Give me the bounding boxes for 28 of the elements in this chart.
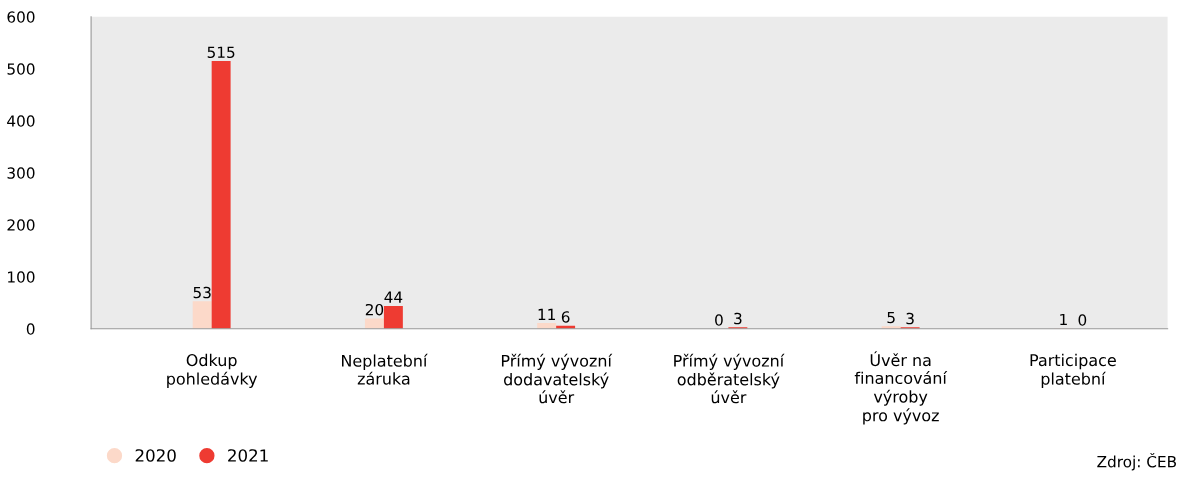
y-tick-label: 600 bbox=[7, 11, 35, 23]
x-tick-label: Přímý vývozní odběratelský úvěr bbox=[674, 353, 785, 404]
legend-label: 2021 bbox=[228, 449, 268, 462]
y-tick-label: 300 bbox=[7, 167, 35, 179]
data-label: 3 bbox=[906, 312, 914, 325]
data-label: 0 bbox=[715, 314, 723, 326]
y-tick-label: 400 bbox=[7, 115, 35, 127]
data-label: 0 bbox=[1078, 314, 1087, 326]
y-tick-label: 0 bbox=[26, 323, 35, 335]
y-tick-label: 500 bbox=[7, 63, 35, 75]
x-tick-label: Přímý vývozní dodavatelský úvěr bbox=[501, 353, 613, 404]
data-label: 20 bbox=[365, 303, 384, 316]
data-label: 1 bbox=[1060, 313, 1067, 326]
x-tick-label: Neplatební záruka bbox=[342, 353, 428, 385]
x-tick-label: Participace platební bbox=[1030, 353, 1116, 388]
y-tick-label: 200 bbox=[7, 219, 35, 231]
data-label: 44 bbox=[384, 291, 403, 303]
x-tick-label: Úvěr na financování výroby pro vývoz bbox=[854, 351, 948, 425]
data-label: 11 bbox=[538, 308, 555, 320]
data-label: 3 bbox=[734, 312, 742, 325]
y-tick-label: 100 bbox=[8, 271, 35, 283]
data-label: 6 bbox=[561, 311, 570, 323]
text: Zdroj: ČEB bbox=[1097, 453, 1176, 471]
legend-label: 2020 bbox=[135, 449, 176, 462]
x-tick-label: Odkup pohledávky bbox=[167, 353, 258, 388]
data-label: 53 bbox=[193, 286, 211, 299]
data-label: 5 bbox=[887, 311, 895, 324]
data-label: 515 bbox=[207, 46, 235, 59]
